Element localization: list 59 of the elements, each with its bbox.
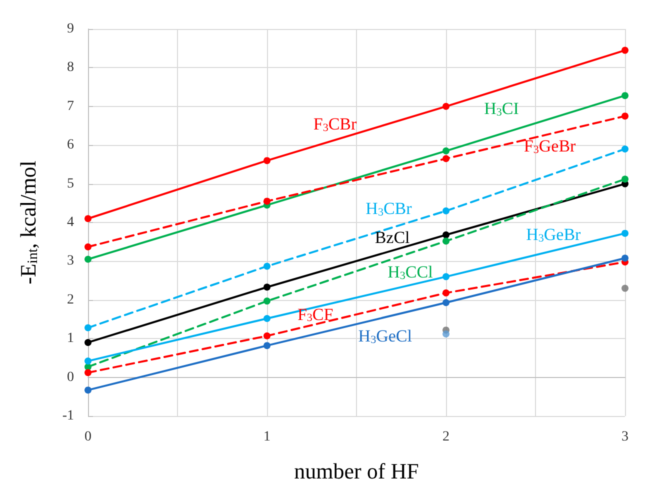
point <box>264 198 270 205</box>
point <box>84 369 92 376</box>
y-tick-label: 1 <box>67 331 74 346</box>
point <box>442 102 450 110</box>
series-label: F3GeBr <box>524 136 576 156</box>
point <box>622 92 628 100</box>
point <box>622 284 628 292</box>
y-axis-title: -Eint, kcal/mol <box>16 160 41 284</box>
point <box>84 243 92 250</box>
y-tick-label: 7 <box>67 98 74 114</box>
point <box>84 386 92 394</box>
point <box>622 46 628 54</box>
point <box>84 358 92 365</box>
point <box>264 262 270 270</box>
point <box>442 289 450 296</box>
y-tick-label: 5 <box>67 176 74 192</box>
y-tick-label: 8 <box>67 60 74 76</box>
point <box>84 338 92 346</box>
series-label: BzCl <box>374 228 410 248</box>
x-tick-label: 1 <box>264 430 270 444</box>
y-tick-label: 6 <box>67 138 74 153</box>
point <box>442 273 450 280</box>
point <box>622 145 628 152</box>
point <box>84 324 92 332</box>
point <box>264 314 270 322</box>
point <box>442 207 450 214</box>
x-tick-label: 3 <box>622 430 628 444</box>
x-tick-label: 0 <box>84 430 92 444</box>
point <box>264 284 270 291</box>
point <box>264 332 270 340</box>
series-label: H3CI <box>484 99 520 119</box>
series-label: H3GeCl <box>358 326 412 346</box>
point <box>442 330 450 338</box>
point <box>622 176 628 183</box>
point <box>264 157 270 164</box>
point <box>622 254 628 262</box>
series-label: H3GeBr <box>526 225 582 244</box>
y-tick-label: 2 <box>67 292 74 308</box>
point <box>84 215 92 222</box>
series-label: F3CBr <box>313 114 358 134</box>
point <box>442 231 450 238</box>
point <box>442 238 450 245</box>
y-tick-label: -1 <box>62 408 74 424</box>
series-label: H3CBr <box>366 199 412 218</box>
point <box>622 112 628 120</box>
point <box>622 230 628 237</box>
point <box>264 298 270 305</box>
series-label: H3CCl <box>388 262 434 282</box>
y-tick-label: 3 <box>67 254 74 269</box>
y-tick-label: 0 <box>67 370 74 385</box>
point <box>442 299 450 306</box>
y-tick-label: 4 <box>67 215 74 230</box>
point <box>84 256 92 263</box>
point <box>442 147 450 154</box>
x-axis-title: number of HF <box>294 458 419 484</box>
point <box>442 155 450 162</box>
point <box>264 342 270 350</box>
x-tick-label: 2 <box>442 430 450 444</box>
y-tick-label: 9 <box>67 22 74 36</box>
